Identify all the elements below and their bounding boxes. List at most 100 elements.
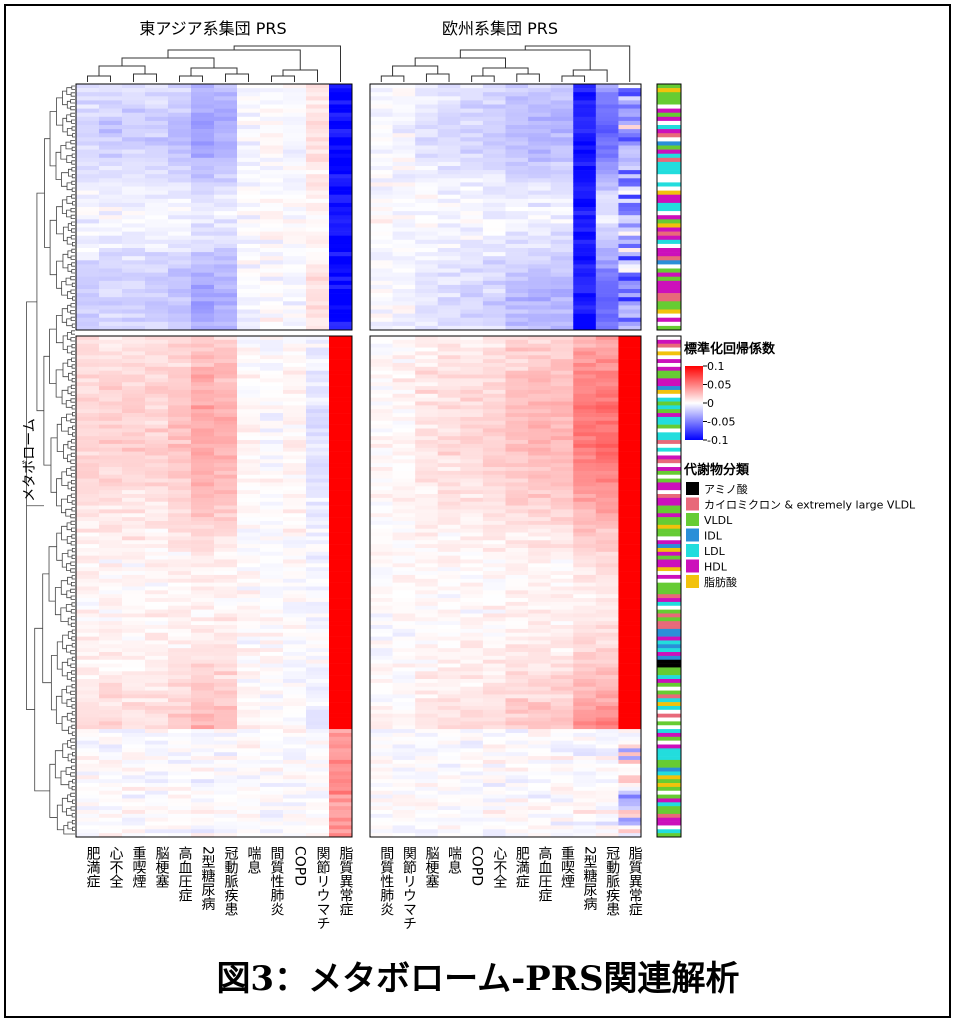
- heatmap-cell: [437, 478, 461, 483]
- heatmap-cell: [168, 374, 192, 379]
- heatmap-cell: [392, 96, 416, 101]
- heatmap-cell: [437, 636, 461, 641]
- heatmap-cell: [528, 732, 551, 738]
- heatmap-cell: [191, 219, 215, 224]
- heatmap-cell: [283, 186, 307, 191]
- heatmap-cell: [392, 829, 416, 834]
- heatmap-cell: [214, 713, 238, 718]
- heatmap-cell: [618, 698, 642, 703]
- heatmap-cell: [370, 149, 393, 154]
- heatmap-cell: [76, 336, 100, 341]
- heatmap-cell: [122, 752, 146, 757]
- heatmap-cell: [370, 497, 393, 503]
- heatmap-cell: [482, 252, 506, 257]
- heatmap-cell: [437, 494, 461, 499]
- heatmap-cell: [528, 725, 551, 730]
- heatmap-cell: [191, 325, 215, 331]
- heatmap-cell: [505, 355, 529, 360]
- heatmap-cell: [460, 571, 484, 576]
- heatmap-cell: [260, 382, 284, 387]
- heatmap-cell: [76, 594, 100, 599]
- heatmap-cell: [237, 713, 261, 718]
- heatmap-cell: [329, 339, 353, 344]
- heatmap-cell: [595, 663, 619, 668]
- heatmap-cell: [260, 321, 284, 327]
- heatmap-cell: [595, 594, 619, 599]
- heatmap-cell: [214, 386, 238, 391]
- heatmap-cell: [168, 409, 192, 414]
- heatmap-cell: [260, 517, 284, 522]
- heatmap-cell: [460, 540, 484, 545]
- heatmap-cell: [595, 517, 619, 522]
- heatmap-cell: [482, 821, 506, 826]
- heatmap-cell: [145, 198, 169, 204]
- category-cell: [657, 451, 681, 456]
- heatmap-cell: [283, 474, 307, 479]
- heatmap-cell: [260, 547, 284, 553]
- category-cell: [657, 655, 681, 661]
- heatmap-cell: [237, 794, 261, 799]
- heatmap-cell: [505, 293, 529, 298]
- heatmap-cell: [260, 628, 284, 634]
- heatmap-cell: [482, 382, 506, 387]
- heatmap-cell: [306, 644, 330, 649]
- heatmap-cell: [370, 609, 393, 614]
- heatmap-east-asian: [75, 83, 353, 838]
- heatmap-cell: [437, 567, 461, 572]
- heatmap-cell: [168, 605, 192, 610]
- heatmap-cell: [99, 825, 123, 830]
- heatmap-cell: [283, 725, 307, 730]
- heatmap-cell: [482, 528, 506, 533]
- heatmap-cell: [460, 648, 484, 653]
- heatmap-cell: [191, 256, 215, 261]
- heatmap-cell: [283, 405, 307, 410]
- heatmap-cell: [306, 802, 330, 807]
- heatmap-cell: [122, 702, 146, 707]
- heatmap-cell: [329, 248, 353, 253]
- heatmap-cell: [191, 413, 215, 418]
- heatmap-cell: [329, 821, 353, 826]
- heatmap-cell: [415, 625, 439, 630]
- dendrogram-link: [70, 690, 75, 695]
- heatmap-cell: [595, 678, 619, 684]
- heatmap-cell: [145, 771, 169, 776]
- heatmap-cell: [237, 252, 261, 257]
- heatmap-cell: [237, 790, 261, 795]
- heatmap-cell: [237, 586, 261, 591]
- heatmap-cell: [237, 153, 261, 159]
- heatmap-cell: [618, 436, 642, 441]
- heatmap-cell: [415, 455, 439, 460]
- heatmap-cell: [76, 301, 100, 306]
- heatmap-cell: [214, 786, 238, 792]
- heatmap-cell: [306, 120, 330, 126]
- heatmap-cell: [122, 359, 146, 364]
- category-cell: [657, 362, 681, 368]
- heatmap-cell: [306, 161, 330, 167]
- heatmap-cell: [370, 178, 393, 183]
- heatmap-cell: [415, 416, 439, 422]
- heatmap-cell: [283, 268, 307, 273]
- heatmap-cell: [437, 547, 461, 553]
- dendrogram-link: [60, 498, 68, 514]
- heatmap-cell: [550, 513, 574, 518]
- heatmap-cell: [329, 640, 353, 645]
- heatmap-cell: [283, 767, 307, 772]
- heatmap-cell: [370, 705, 393, 711]
- heatmap-cell: [283, 252, 307, 257]
- heatmap-cell: [237, 686, 261, 691]
- heatmap-cell: [329, 636, 353, 641]
- heatmap-cell: [437, 235, 461, 241]
- heatmap-cell: [528, 617, 551, 622]
- heatmap-cell: [329, 393, 353, 398]
- heatmap-cell: [260, 659, 284, 664]
- heatmap-cell: [168, 166, 192, 171]
- heatmap-cell: [260, 636, 284, 641]
- heatmap-cell: [122, 351, 146, 356]
- heatmap-cell: [573, 513, 597, 518]
- heatmap-cell: [145, 686, 169, 691]
- heatmap-cell: [99, 133, 123, 138]
- heatmap-cell: [437, 129, 461, 134]
- heatmap-cell: [550, 293, 574, 298]
- heatmap-cell: [595, 759, 619, 765]
- heatmap-cell: [392, 544, 416, 549]
